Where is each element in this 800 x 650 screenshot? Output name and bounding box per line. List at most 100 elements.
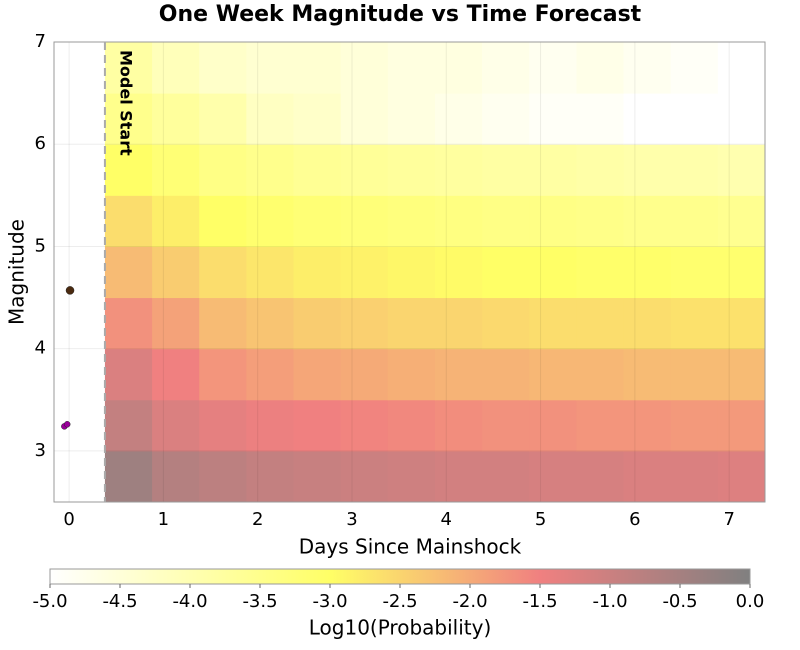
heat-cell (482, 246, 530, 299)
heat-cell (529, 297, 577, 350)
heat-cell (576, 144, 625, 196)
heat-cell (246, 399, 295, 452)
heat-cell (529, 399, 577, 452)
heat-cell (576, 93, 625, 145)
heat-cell (576, 195, 625, 247)
heat-cell (104, 93, 153, 145)
heat-cell (199, 42, 247, 94)
heat-cell (717, 144, 766, 196)
heat-cell (576, 246, 625, 299)
colorbar-tick-label: -5.0 (32, 591, 67, 612)
heat-cell (670, 93, 719, 145)
heat-cell (199, 246, 247, 299)
heat-cell (529, 246, 577, 299)
chart-title: One Week Magnitude vs Time Forecast (159, 2, 642, 27)
colorbar-tick-label: -3.0 (312, 591, 347, 612)
x-tick-label: 5 (535, 509, 546, 530)
heat-cell (340, 93, 389, 145)
heat-cell (293, 42, 342, 94)
heat-cell (717, 93, 766, 145)
y-tick-label: 4 (35, 338, 46, 359)
heat-cell (623, 42, 672, 94)
heat-cell (246, 450, 295, 503)
heat-cell (340, 246, 389, 299)
heat-cell (717, 42, 766, 94)
heat-cell (340, 42, 389, 94)
heat-cell (434, 144, 483, 196)
heat-cell (434, 195, 483, 247)
heat-cell (104, 246, 153, 299)
heat-cell (104, 348, 153, 401)
heat-cell (104, 450, 153, 503)
heat-cell (104, 399, 153, 452)
heat-cell (152, 348, 200, 401)
heat-cell (576, 348, 625, 401)
heat-cell (623, 399, 672, 452)
heat-cell (482, 399, 530, 452)
heat-cell (670, 450, 719, 503)
heat-cell (482, 93, 530, 145)
heat-cell (434, 348, 483, 401)
heat-cell (152, 246, 200, 299)
heat-cell (576, 42, 625, 94)
heat-cell (717, 297, 766, 350)
heat-cell (246, 144, 295, 196)
heat-cell (482, 195, 530, 247)
model-start-label: Model Start (116, 50, 135, 156)
colorbar-tick-label: 0.0 (736, 591, 765, 612)
heat-cell (717, 348, 766, 401)
heat-cell (199, 399, 247, 452)
heat-cell (152, 297, 200, 350)
heat-cell (340, 399, 389, 452)
colorbar (49, 568, 751, 585)
heat-cell (387, 246, 436, 299)
heat-cell (623, 93, 672, 145)
plot-frame (53, 41, 766, 503)
heat-cell (670, 348, 719, 401)
heat-cell (717, 195, 766, 247)
heat-cell (293, 93, 342, 145)
heat-cell (576, 450, 625, 503)
heat-cell (482, 42, 530, 94)
heat-cell (576, 399, 625, 452)
x-tick-label: 7 (723, 509, 734, 530)
heat-cell (529, 195, 577, 247)
heat-cell (293, 399, 342, 452)
heat-cell (434, 297, 483, 350)
heat-cell (199, 144, 247, 196)
x-tick-label: 6 (629, 509, 640, 530)
heat-cell (104, 42, 153, 94)
heat-cell (670, 297, 719, 350)
heat-cell (434, 246, 483, 299)
y-tick-label: 6 (35, 133, 46, 154)
heat-cell (387, 93, 436, 145)
colorbar-tick-label: -2.0 (452, 591, 487, 612)
heat-cell (340, 348, 389, 401)
heat-cell (104, 297, 153, 350)
heat-cell (670, 246, 719, 299)
heat-cell (340, 195, 389, 247)
heat-cell (482, 297, 530, 350)
event-point (63, 421, 71, 428)
heat-cell (623, 450, 672, 503)
heat-cell (104, 144, 153, 196)
heat-cell (482, 144, 530, 196)
heat-cell (387, 399, 436, 452)
x-tick-label: 2 (252, 509, 263, 530)
heat-cell (576, 297, 625, 350)
heat-cell (387, 42, 436, 94)
heat-cell (246, 246, 295, 299)
heat-cell (246, 297, 295, 350)
heat-cell (623, 195, 672, 247)
x-axis-label: Days Since Mainshock (299, 535, 522, 559)
colorbar-tick-label: -3.5 (242, 591, 277, 612)
heat-cell (717, 399, 766, 452)
heat-cell (623, 348, 672, 401)
colorbar-tick-label: -1.0 (592, 591, 627, 612)
x-tick-label: 1 (158, 509, 169, 530)
y-tick-label: 7 (35, 31, 46, 52)
heat-cell (340, 450, 389, 503)
heat-cell (529, 450, 577, 503)
heat-cell (199, 450, 247, 503)
